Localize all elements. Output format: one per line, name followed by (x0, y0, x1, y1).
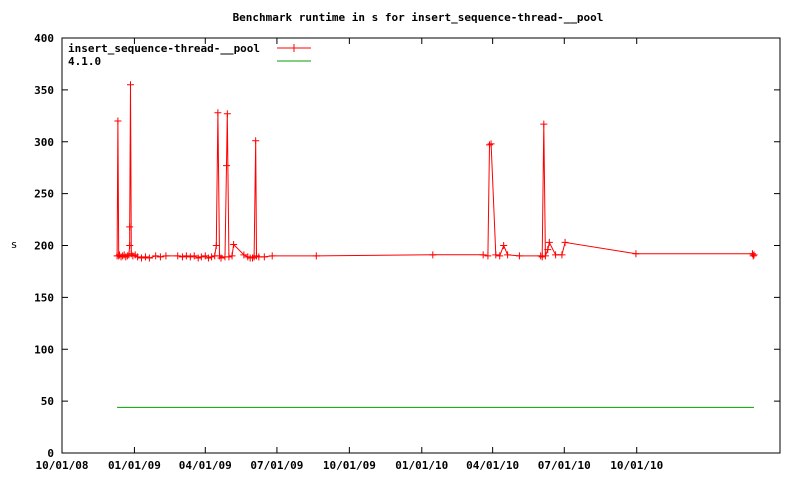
chart-title: Benchmark runtime in s for insert_sequen… (233, 11, 604, 24)
data-point (162, 252, 170, 260)
y-tick-label: 250 (34, 188, 54, 201)
x-tick-label: 04/01/09 (179, 459, 232, 472)
data-point (538, 253, 546, 261)
data-point (223, 162, 231, 170)
y-axis: 0 50 100 150 200 250 300 350 400 (34, 32, 780, 460)
data-point (217, 254, 225, 262)
data-point (500, 242, 508, 249)
x-axis: 10/01/08 01/01/09 04/01/09 07/01/09 10/01/09… (36, 38, 663, 472)
data-point (632, 250, 640, 258)
data-point (126, 242, 134, 249)
data-point (190, 252, 198, 260)
data-point (126, 81, 134, 89)
data-point (126, 223, 134, 231)
data-point (186, 253, 194, 261)
data-point (545, 238, 553, 246)
data-point (145, 254, 153, 262)
data-point (114, 117, 122, 125)
data-point (141, 253, 149, 261)
x-tick-label: 07/01/09 (250, 459, 303, 472)
data-point (540, 120, 548, 128)
data-point (252, 137, 260, 145)
x-tick-label: 07/01/10 (538, 459, 591, 472)
data-point (208, 253, 216, 261)
x-tick-label: 10/01/09 (323, 459, 376, 472)
y-tick-label: 350 (34, 84, 54, 97)
y-tick-label: 200 (34, 240, 54, 253)
series-layer (113, 81, 758, 408)
data-point (541, 252, 549, 260)
data-point (504, 251, 512, 259)
x-tick-label: 10/01/10 (610, 459, 663, 472)
data-point (749, 252, 757, 260)
data-point (558, 251, 566, 259)
y-tick-label: 300 (34, 136, 54, 149)
y-tick-label: 50 (41, 395, 54, 408)
legend: insert_sequence-thread-__pool 4.1.0 (68, 42, 311, 68)
data-point (152, 252, 160, 260)
data-point (487, 140, 495, 148)
y-tick-label: 0 (47, 447, 54, 460)
data-point (249, 254, 257, 262)
data-point (223, 110, 231, 118)
y-axis-label: s (11, 238, 18, 251)
x-tick-label: 10/01/08 (36, 459, 89, 472)
data-point (134, 253, 142, 261)
data-point (225, 253, 233, 261)
x-tick-label: 01/01/09 (108, 459, 161, 472)
data-point (174, 252, 182, 260)
data-point (197, 253, 205, 261)
data-point (485, 141, 493, 149)
data-point (240, 251, 248, 259)
data-point (260, 253, 268, 261)
y-tick-label: 400 (34, 32, 54, 45)
data-point (544, 246, 552, 254)
x-tick-label: 04/01/10 (466, 459, 519, 472)
legend-label-series-2: 4.1.0 (68, 55, 101, 68)
data-point (496, 252, 504, 260)
legend-label-series-1: insert_sequence-thread-__pool (68, 42, 260, 55)
data-point (515, 252, 523, 260)
series-line-1 (116, 84, 755, 259)
data-point (268, 252, 276, 260)
data-point (178, 253, 186, 261)
y-tick-label: 100 (34, 343, 54, 356)
data-point (230, 240, 238, 248)
data-point (429, 251, 437, 259)
data-point (750, 251, 758, 259)
data-point (228, 252, 236, 260)
x-tick-label: 01/01/10 (395, 459, 448, 472)
data-point (212, 242, 220, 249)
data-point (552, 251, 560, 259)
data-point (479, 251, 487, 259)
data-point (484, 252, 492, 260)
data-point (312, 252, 320, 260)
data-point (204, 254, 212, 262)
y-tick-label: 150 (34, 291, 54, 304)
data-point (194, 254, 202, 262)
data-point (214, 109, 222, 117)
data-point (182, 252, 190, 260)
data-point (561, 238, 569, 246)
data-point (492, 251, 500, 259)
data-point (138, 254, 146, 262)
plot-frame (61, 37, 781, 454)
data-point (156, 253, 164, 261)
